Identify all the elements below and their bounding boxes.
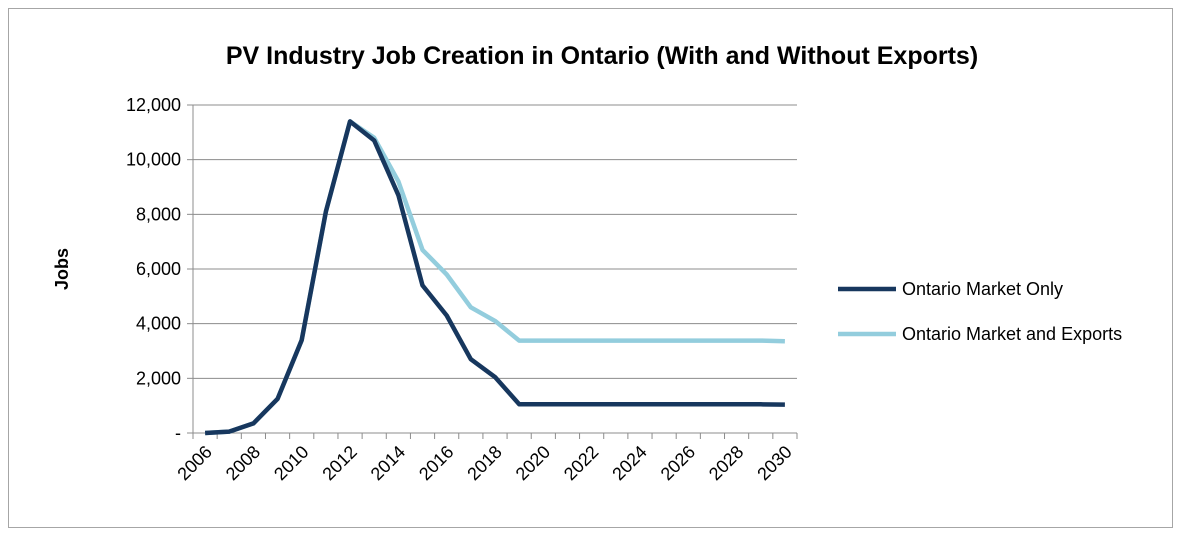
y-tick-label: - xyxy=(175,423,181,443)
y-tick-label: 12,000 xyxy=(126,95,181,115)
x-tick-label: 2026 xyxy=(657,442,699,484)
x-tick-label: 2010 xyxy=(270,442,312,484)
legend-label: Ontario Market Only xyxy=(902,279,1063,299)
series-line xyxy=(204,119,785,436)
x-tick-label: 2018 xyxy=(463,442,505,484)
gridlines xyxy=(193,104,797,379)
x-tick-label: 2006 xyxy=(173,442,215,484)
y-tick-label: 4,000 xyxy=(136,314,181,334)
x-tick-label: 2024 xyxy=(608,442,650,484)
series-line xyxy=(204,119,785,436)
x-tick-label: 2020 xyxy=(512,442,554,484)
x-tick-label: 2012 xyxy=(318,442,360,484)
y-axis-label: Jobs xyxy=(52,248,72,290)
x-tick-label: 2022 xyxy=(560,442,602,484)
x-tick-label: 2030 xyxy=(753,442,795,484)
legend: Ontario Market Only Ontario Market and Ex… xyxy=(838,279,1122,344)
x-tick-label: 2028 xyxy=(705,442,747,484)
chart-frame xyxy=(8,8,1173,528)
series-lines xyxy=(204,119,785,436)
chart-title: PV Industry Job Creation in Ontario (Wit… xyxy=(226,42,978,70)
x-tick-label: 2016 xyxy=(415,442,457,484)
y-tick-label: 10,000 xyxy=(126,150,181,170)
x-tick-label: 2014 xyxy=(367,442,409,484)
y-axis-ticks: - 2,000 4,000 6,000 8,000 10,000 12,000 xyxy=(126,95,193,443)
y-tick-label: 6,000 xyxy=(136,259,181,279)
y-tick-label: 8,000 xyxy=(136,204,181,224)
legend-label: Ontario Market and Exports xyxy=(902,324,1122,344)
x-tick-label: 2008 xyxy=(222,442,264,484)
x-axis-ticks: 2006 2008 2010 2012 2014 2016 2018 2020 2022 2024… xyxy=(173,433,798,484)
y-tick-label: 2,000 xyxy=(136,368,181,388)
